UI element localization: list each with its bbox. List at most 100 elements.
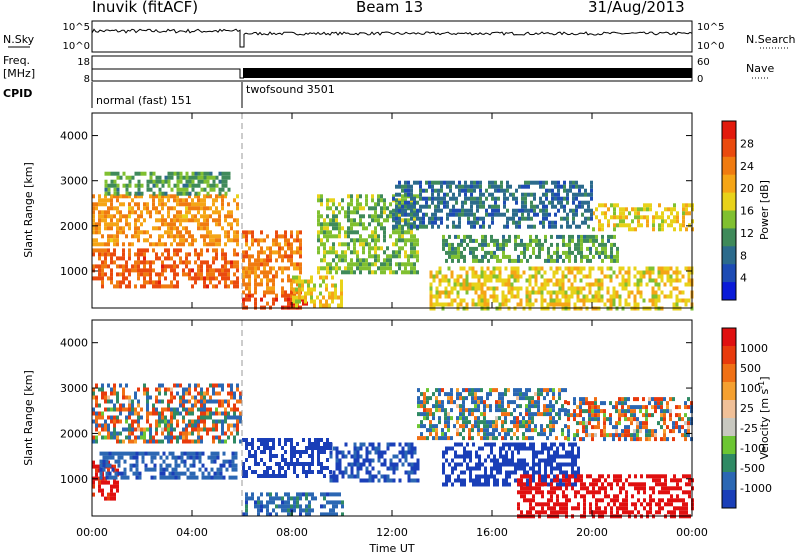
heatmap-cell <box>463 446 466 451</box>
heatmap-cell <box>634 474 637 479</box>
heatmap-cell <box>600 286 604 291</box>
heatmap-cell <box>616 258 619 263</box>
colorbar-swatch <box>722 156 736 176</box>
heatmap-cell <box>377 238 380 243</box>
heatmap-cell <box>104 252 107 257</box>
heatmap-cell <box>269 446 272 450</box>
heatmap-cell <box>688 478 691 483</box>
heatmap-cell <box>328 295 331 300</box>
heatmap-cell <box>398 230 401 235</box>
heatmap-cell <box>592 234 595 239</box>
heatmap-cell <box>469 478 472 483</box>
heatmap-cell <box>667 502 670 507</box>
heatmap-cell <box>304 291 307 296</box>
heatmap-cell <box>495 286 499 291</box>
heatmap-cell <box>257 512 260 517</box>
heatmap-cell <box>646 203 649 208</box>
heatmap-cell <box>383 230 386 235</box>
heatmap-cell <box>183 451 187 456</box>
heatmap-cell <box>562 506 565 511</box>
colorbar-swatch <box>722 138 736 158</box>
heatmap-cell <box>377 470 381 475</box>
heatmap-cell <box>464 208 467 213</box>
heatmap-cell <box>359 262 362 267</box>
heatmap-cell <box>590 180 593 185</box>
heatmap-cell <box>105 459 109 464</box>
heatmap-cell <box>559 470 562 475</box>
heatmap-cell <box>594 425 597 430</box>
heatmap-cell <box>335 466 339 471</box>
heatmap-cell <box>374 218 377 223</box>
heatmap-cell <box>155 218 158 223</box>
heatmap-cell <box>284 500 287 505</box>
heatmap-cell <box>456 278 460 283</box>
heatmap-cell <box>131 234 134 239</box>
heatmap-cell <box>173 194 176 199</box>
heatmap-cell <box>119 202 122 207</box>
heatmap-cell <box>359 202 362 207</box>
heatmap-cell <box>603 429 606 434</box>
heatmap-cell <box>185 391 188 396</box>
heatmap-cell <box>407 204 410 209</box>
heatmap-cell <box>657 421 660 426</box>
heatmap-cell <box>173 260 176 265</box>
heatmap-cell <box>287 462 290 466</box>
heatmap-cell <box>159 463 163 468</box>
heatmap-cell <box>474 282 478 287</box>
heatmap-cell <box>535 238 538 243</box>
heatmap-cell <box>128 439 131 444</box>
heatmap-cell <box>362 246 365 251</box>
heatmap-cell <box>302 466 305 470</box>
heatmap-cell <box>473 188 476 193</box>
heatmap-cell <box>548 200 551 205</box>
heatmap-cell <box>459 298 463 303</box>
heatmap-cell <box>296 262 299 267</box>
heatmap-cell <box>146 403 149 408</box>
heatmap-cell <box>550 454 553 459</box>
heatmap-cell <box>622 219 625 224</box>
heatmap-cell <box>158 210 161 215</box>
heatmap-cell <box>371 270 374 275</box>
heatmap-cell <box>416 466 420 471</box>
heatmap-cell <box>210 459 214 464</box>
heatmap-cell <box>448 250 451 255</box>
heatmap-cell <box>98 480 101 485</box>
heatmap-cell <box>317 234 320 239</box>
heatmap-cell <box>158 226 161 231</box>
heatmap-cell <box>122 268 125 273</box>
heatmap-cell <box>92 395 95 400</box>
heatmap-cell <box>577 454 580 459</box>
heatmap-cell <box>239 439 242 444</box>
heatmap-cell <box>334 295 337 300</box>
heatmap-cell <box>275 274 278 279</box>
heatmap-cell <box>359 242 362 247</box>
heatmap-cell <box>110 206 113 211</box>
heatmap-cell <box>135 459 139 464</box>
heatmap-cell <box>570 294 574 299</box>
heatmap-cell <box>663 270 667 275</box>
heatmap-cell <box>272 290 275 295</box>
heatmap-cell <box>203 407 206 412</box>
heatmap-cell <box>676 486 679 491</box>
heatmap-cell <box>494 212 497 217</box>
heatmap-cell <box>452 224 455 229</box>
heatmap-cell <box>636 429 639 434</box>
heatmap-cell <box>437 200 440 205</box>
heatmap-cell <box>673 474 676 479</box>
heatmap-cell <box>456 294 460 299</box>
heatmap-cell <box>607 482 610 487</box>
heatmap-cell <box>138 451 142 456</box>
heatmap-cell <box>447 294 451 299</box>
heatmap-cell <box>242 290 245 295</box>
heatmap-cell <box>161 272 164 277</box>
heatmap-cell <box>344 266 347 271</box>
heatmap-cell <box>609 274 613 279</box>
heatmap-cell <box>609 298 613 303</box>
heatmap-cell <box>591 413 594 418</box>
heatmap-cell <box>98 214 101 219</box>
heatmap-cell <box>565 242 568 247</box>
heatmap-cell <box>116 264 119 269</box>
heatmap-cell <box>362 214 365 219</box>
heatmap-cell <box>448 254 451 259</box>
